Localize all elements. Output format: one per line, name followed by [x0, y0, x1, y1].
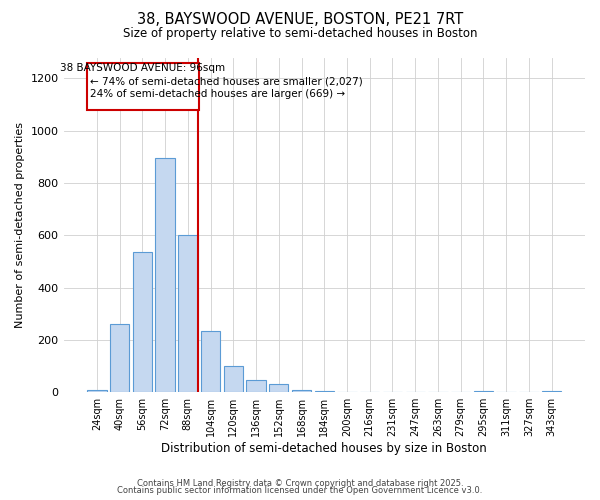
Bar	[87, 390, 107, 392]
Y-axis label: Number of semi-detached properties: Number of semi-detached properties	[15, 122, 25, 328]
Bar	[224, 366, 243, 392]
Text: ← 74% of semi-detached houses are smaller (2,027): ← 74% of semi-detached houses are smalle…	[90, 76, 363, 86]
Bar	[314, 391, 334, 392]
Text: Contains HM Land Registry data © Crown copyright and database right 2025.: Contains HM Land Registry data © Crown c…	[137, 478, 463, 488]
Text: 38 BAYSWOOD AVENUE: 96sqm: 38 BAYSWOOD AVENUE: 96sqm	[60, 63, 225, 73]
Bar	[178, 236, 197, 392]
Bar	[474, 391, 493, 392]
Bar	[155, 158, 175, 392]
Text: Contains public sector information licensed under the Open Government Licence v3: Contains public sector information licen…	[118, 486, 482, 495]
Text: 24% of semi-detached houses are larger (669) →: 24% of semi-detached houses are larger (…	[90, 89, 345, 99]
Bar	[247, 380, 266, 392]
Bar	[110, 324, 130, 392]
Text: Size of property relative to semi-detached houses in Boston: Size of property relative to semi-detach…	[123, 28, 477, 40]
Bar	[201, 331, 220, 392]
Bar	[133, 252, 152, 392]
Text: 38, BAYSWOOD AVENUE, BOSTON, PE21 7RT: 38, BAYSWOOD AVENUE, BOSTON, PE21 7RT	[137, 12, 463, 28]
FancyBboxPatch shape	[86, 62, 199, 110]
Bar	[269, 384, 289, 392]
X-axis label: Distribution of semi-detached houses by size in Boston: Distribution of semi-detached houses by …	[161, 442, 487, 455]
Bar	[292, 390, 311, 392]
Bar	[542, 391, 561, 392]
